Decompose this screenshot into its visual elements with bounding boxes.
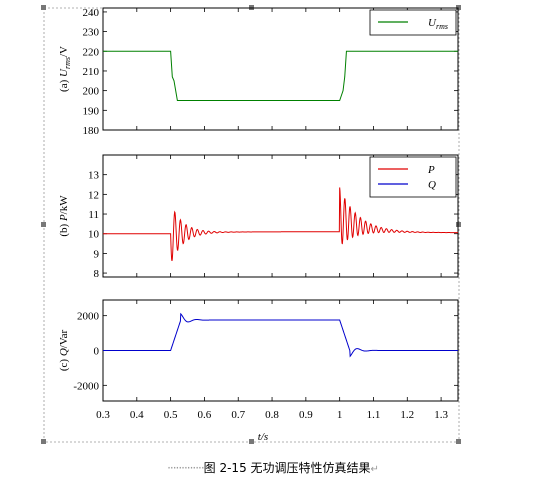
x-tick-label: 0.5	[164, 409, 178, 421]
y-tick-label: 230	[83, 27, 100, 39]
legend-entry: P	[427, 164, 435, 176]
y-tick-label: 13	[88, 170, 100, 182]
x-tick-label: 1.1	[367, 409, 381, 421]
resize-handle[interactable]	[41, 439, 46, 444]
legend-entry: Q	[428, 179, 436, 191]
legend-b: PQ	[369, 156, 457, 198]
y-tick-label: -2000	[73, 380, 99, 392]
y-tick-label: 240	[83, 7, 100, 19]
legend-box	[369, 156, 457, 198]
resize-handle[interactable]	[249, 439, 254, 444]
y-axis-label: (a) Urms/V	[58, 46, 72, 92]
resize-handle[interactable]	[41, 222, 46, 227]
y-axis-label: (c) Q/Var	[58, 330, 70, 372]
series-line-c-0	[103, 312, 458, 358]
x-tick-label: 0.7	[231, 409, 245, 421]
y-tick-label: 2000	[77, 311, 100, 323]
series-line-a-0	[103, 50, 458, 101]
x-tick-label: 0.3	[96, 409, 110, 421]
y-axis-label: (b) P/kW	[58, 195, 70, 237]
y-tick-label: 9	[94, 248, 100, 260]
x-tick-label: 1.3	[434, 409, 448, 421]
resize-handle[interactable]	[41, 5, 46, 10]
x-tick-label: 0.4	[130, 409, 144, 421]
y-tick-label: 10	[88, 229, 100, 241]
panel-b: 8 9 10 11 12 13 (b) P/kW PQ	[58, 154, 459, 280]
plot-frame	[102, 7, 459, 131]
plot-frame	[102, 154, 459, 278]
x-axis-label: t/s	[258, 431, 268, 443]
y-tick-label: 180	[83, 125, 100, 137]
y-tick-label: 11	[88, 209, 99, 221]
panel-a: 180 190 200 210 220 230 240 (a) Urms/V Urms	[58, 7, 459, 137]
legend-entry: Urms	[428, 17, 448, 31]
x-tick-label: 0.6	[198, 409, 212, 421]
series-line-b-0	[103, 187, 459, 262]
y-tick-label: 12	[88, 189, 99, 201]
y-tick-label: 220	[83, 46, 100, 58]
y-tick-label: 8	[94, 268, 100, 280]
x-tick-label: 1.2	[400, 409, 414, 421]
y-tick-label: 0	[94, 346, 100, 358]
legend-a: Urms	[369, 9, 457, 36]
figure-caption: ·············图 2-15 无功调压特性仿真结果↵	[167, 461, 379, 475]
y-tick-label: 200	[83, 86, 100, 98]
x-tick-label: 0.9	[299, 409, 313, 421]
selection-frame	[43, 7, 460, 443]
y-tick-label: 190	[83, 105, 100, 117]
caption-text: 图 2-15 无功调压特性仿真结果	[203, 461, 371, 475]
x-tick-label: 1	[337, 409, 343, 421]
resize-handle[interactable]	[456, 439, 461, 444]
y-tick-label: 210	[83, 66, 100, 78]
panel-c: -2000 0 2000 0.3 0.4 0.5 0.6 0.7 0.8 0.9 1 1.1 1.2 1.…	[58, 299, 459, 421]
x-tick-label: 0.8	[265, 409, 279, 421]
